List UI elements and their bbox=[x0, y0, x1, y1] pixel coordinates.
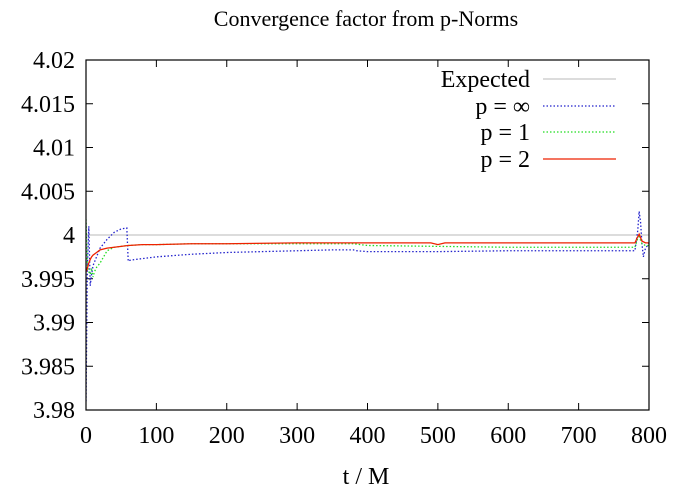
y-tick-label: 3.99 bbox=[33, 311, 75, 337]
series-line-1 bbox=[86, 211, 649, 402]
legend-label: Expected bbox=[441, 67, 530, 93]
y-tick-label: 4.01 bbox=[33, 136, 75, 162]
x-tick-label: 700 bbox=[561, 423, 597, 449]
legend-label: p = 1 bbox=[480, 120, 530, 146]
chart-title: Convergence factor from p-Norms bbox=[214, 6, 518, 31]
x-tick-label: 800 bbox=[631, 423, 667, 449]
plot-area-frame bbox=[85, 59, 650, 411]
series-line-3 bbox=[86, 232, 649, 272]
y-tick-label: 3.985 bbox=[21, 354, 75, 380]
y-tick-label: 4.02 bbox=[33, 48, 75, 74]
series-lines bbox=[86, 211, 649, 402]
x-axis-label: t / M bbox=[343, 464, 390, 489]
legend-label: p = 2 bbox=[480, 147, 530, 173]
y-tick-label: 4.015 bbox=[21, 92, 75, 118]
x-tick-label: 200 bbox=[209, 423, 245, 449]
x-tick-label: 500 bbox=[420, 423, 456, 449]
legend-label: p = ∞ bbox=[475, 94, 530, 120]
x-tick-label: 300 bbox=[279, 423, 315, 449]
y-tick-label: 3.98 bbox=[33, 398, 75, 424]
x-tick-label: 0 bbox=[80, 423, 92, 449]
x-tick-label: 600 bbox=[490, 423, 526, 449]
y-tick-label: 4 bbox=[63, 223, 75, 249]
series-line-2 bbox=[86, 219, 649, 278]
y-tick-label: 3.995 bbox=[21, 267, 75, 293]
x-tick-label: 100 bbox=[138, 423, 174, 449]
tick-labels: 0 100 200 300 400 500 600 700 800 3.98 3.985 3.99 3.… bbox=[21, 48, 667, 449]
y-tick-label: 4.005 bbox=[21, 179, 75, 205]
x-tick-label: 400 bbox=[350, 423, 386, 449]
